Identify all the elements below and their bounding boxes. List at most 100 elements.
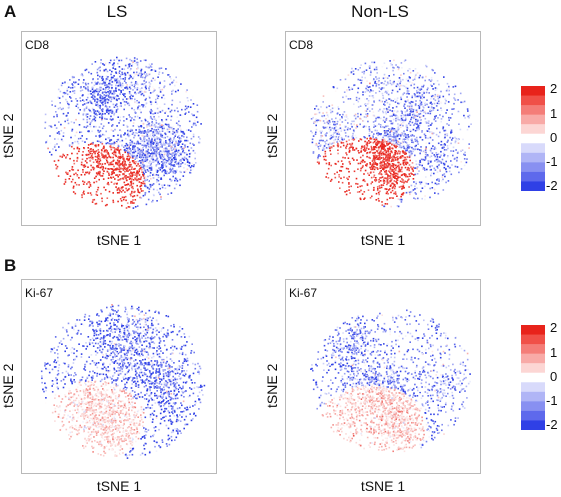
scatter-point [384,153,387,156]
scatter-point [362,126,365,128]
scatter-point [450,129,453,132]
scatter-point [393,138,395,140]
scatter-point [405,92,408,95]
scatter-point [405,191,408,194]
scatter-point [122,116,125,118]
scatter-point [401,170,403,173]
scatter-point [102,178,105,180]
scatter-point [369,151,372,153]
scatter-point [111,171,113,173]
scatter-point [433,154,436,156]
scatter-point [90,93,93,95]
scatter-point [394,150,396,152]
scatter-point [403,156,406,159]
scatter-point [134,162,137,165]
scatter-point [71,83,74,85]
scatter-point [408,93,410,95]
scatter-point [156,181,158,183]
scatter-point [134,174,137,176]
scatter-point [136,132,138,134]
scatter-point [133,161,135,163]
scatter-point [68,144,71,147]
scatter-point [143,177,146,179]
scatter-point [150,117,152,119]
scatter-point [376,158,378,160]
scatter-point [409,77,411,79]
scatter-point [180,146,183,149]
scatter-point [439,131,441,134]
scatter-point [338,176,340,178]
scatter-point [185,143,188,146]
scatter-point [371,61,373,64]
scatter-point [414,145,416,148]
scatter-point [116,162,118,165]
scatter-point [150,133,153,136]
scatter-point [363,70,366,73]
scatter-point [419,116,422,118]
scatter-point [421,187,424,189]
scatter-point [193,164,195,166]
scatter-point [71,425,73,427]
scatter-point [105,68,107,71]
scatter-point [55,164,57,166]
scatter-point [151,101,154,103]
scatter-point [104,112,106,115]
scatter-point [95,125,97,128]
scatter-point [87,93,90,96]
scatter-point [127,97,130,100]
scatter-point [418,124,421,127]
scatter-point [114,79,116,82]
scatter-point [420,88,423,91]
scatter-point [110,176,112,179]
scatter-point [387,90,389,92]
scatter-point [397,125,399,128]
scatter-point [398,168,400,170]
scatter-point [421,164,423,167]
scatter-point [405,83,408,85]
scatter-point [111,80,114,83]
scatter-point [183,156,186,159]
scatter-point [150,177,152,180]
scatter-point [166,156,168,158]
scatter-point [104,100,107,103]
scatter-point [369,172,372,174]
scatter-point [375,163,377,165]
scatter-point [140,164,142,167]
scatter-point [446,141,449,143]
scatter-point [396,90,399,93]
scatter-point [138,72,141,75]
scatter-point [331,118,333,120]
scatter-point [140,111,142,114]
scatter-point [146,170,148,173]
scatter-point [396,128,398,131]
scatter-point [171,168,174,170]
scatter-point [371,108,374,110]
scatter-point [192,133,195,136]
scatter-point [96,173,99,176]
scatter-point [111,173,114,175]
scatter-point [411,162,414,164]
scatter-point [416,86,419,89]
scatter-point [393,187,396,190]
scatter-point [403,159,406,161]
scatter-point [159,111,162,113]
scatter-point [375,156,377,158]
scatter-point [423,84,425,87]
scatter-point [353,114,356,117]
scatter-point [401,121,404,124]
scatter-point [115,161,117,164]
scatter-point [117,161,119,163]
scatter-point [171,142,173,144]
scatter-point [406,181,408,183]
scatter-point [425,182,428,185]
scatter-point [416,111,418,113]
scatter-point [157,95,160,97]
scatter-point [365,165,368,167]
scatter-point [101,102,103,104]
scatter-point [79,90,82,92]
scatter-point [97,149,100,151]
scatter-point [108,62,111,64]
scatter-point [64,92,67,94]
scatter-point [92,168,95,171]
scatter-point [150,80,153,82]
